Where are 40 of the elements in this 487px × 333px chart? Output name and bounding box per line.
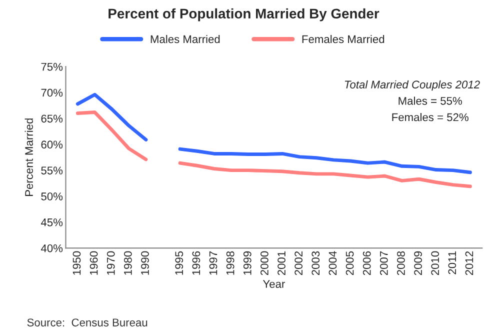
y-tick-label: 70% — [41, 88, 63, 97]
y-tick-label: 50% — [41, 192, 63, 200]
x-tick-label: 1995 — [175, 251, 184, 275]
annotation: Total Married Couples 2012 — [344, 80, 480, 91]
source-note: Source: Census Bureau — [27, 318, 148, 326]
x-tick-label: 2003 — [312, 251, 320, 276]
x-tick-label: 1997 — [209, 251, 218, 275]
x-tick-label: 1950 — [72, 251, 81, 275]
x-tick-label: 2002 — [294, 251, 303, 276]
x-tick-label: 2001 — [278, 251, 286, 276]
legend-label: Males Married — [150, 34, 220, 44]
annotation: Males = 55% — [398, 96, 462, 105]
x-tick-label: 2012 — [465, 251, 474, 276]
x-tick-label: 2011 — [448, 251, 456, 274]
x-tick-label: 2008 — [397, 251, 405, 276]
y-tick-label: 65% — [41, 114, 63, 123]
x-tick-label: 1990 — [141, 251, 149, 275]
x-tick-label: 1998 — [226, 251, 234, 275]
x-tick-label: 2000 — [260, 251, 268, 276]
x-tick-label: 2005 — [346, 251, 354, 276]
y-tick-label: 55% — [41, 166, 63, 174]
x-tick-label: 1999 — [243, 251, 252, 275]
x-axis-title: Year — [262, 280, 285, 288]
x-tick-label: 1970 — [106, 251, 115, 275]
legend-label: Females Married — [302, 34, 384, 44]
y-tick-label: 45% — [40, 218, 63, 226]
x-tick-label: 1996 — [192, 251, 200, 275]
x-tick-label: 2006 — [362, 251, 371, 276]
x-tick-label: 2007 — [380, 251, 388, 276]
x-tick-label: 1980 — [124, 251, 132, 275]
annotation: Females = 52% — [392, 112, 468, 122]
x-tick-label: 2009 — [414, 251, 422, 276]
chart-title: Percent of Population Married By Gender — [108, 8, 380, 22]
y-axis-title: Percent Married — [24, 118, 33, 196]
x-tick-label: 2004 — [328, 251, 337, 276]
x-tick-label: 2010 — [431, 251, 440, 276]
y-tick-label: 60% — [41, 140, 63, 149]
y-tick-label: 40% — [40, 244, 63, 252]
x-tick-label: 1960 — [90, 251, 98, 275]
y-tick-label: 75% — [41, 62, 63, 71]
